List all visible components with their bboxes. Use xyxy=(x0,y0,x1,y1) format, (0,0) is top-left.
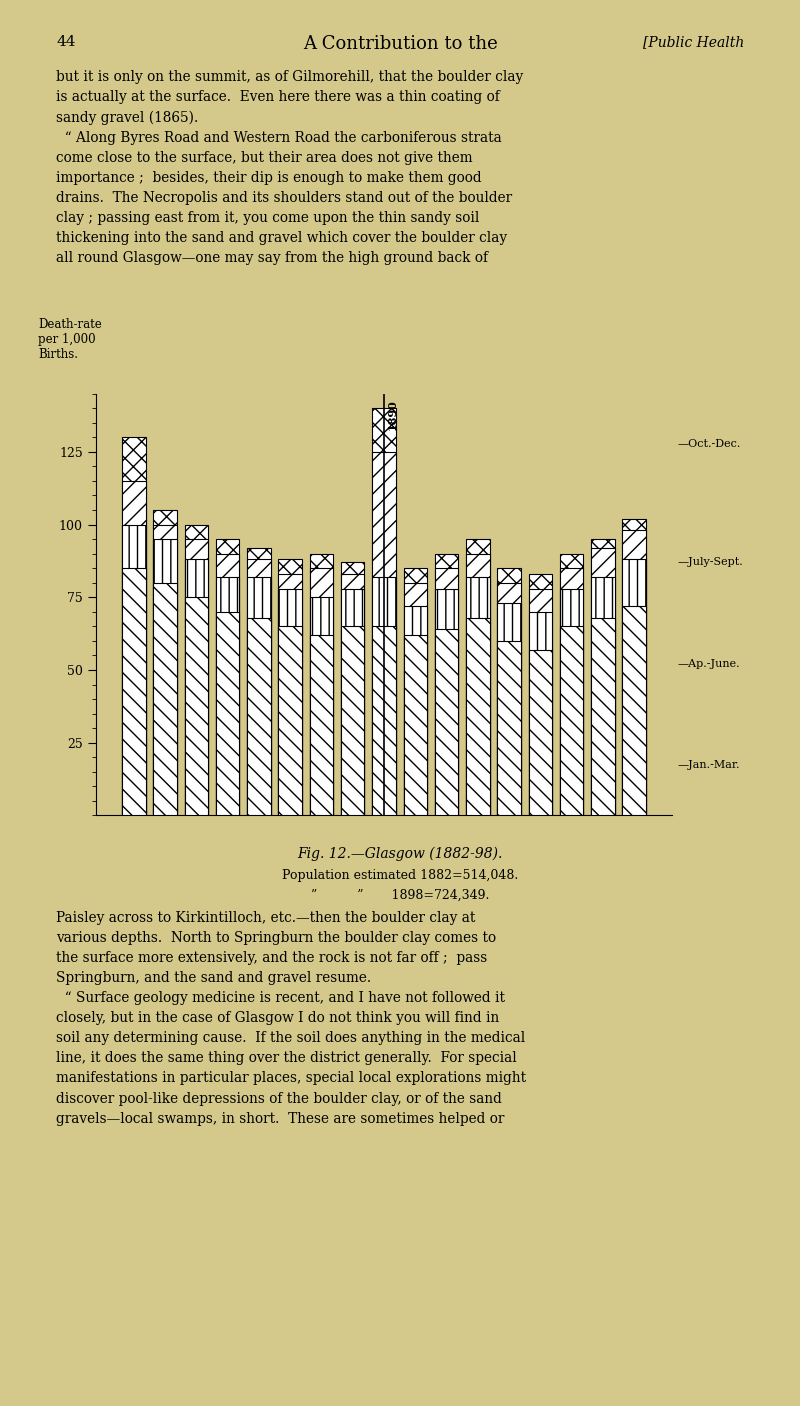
Bar xyxy=(341,589,365,815)
Bar xyxy=(529,574,552,815)
Text: Fig. 12.—Glasgow (1882-98).: Fig. 12.—Glasgow (1882-98). xyxy=(298,846,502,860)
Bar xyxy=(247,617,270,815)
Bar xyxy=(435,630,458,815)
Bar xyxy=(154,524,177,815)
Bar xyxy=(403,606,427,815)
Text: —Jan.-Mar.: —Jan.-Mar. xyxy=(678,759,740,770)
Text: 1890: 1890 xyxy=(386,399,398,430)
Bar xyxy=(372,451,396,815)
Bar xyxy=(435,568,458,815)
Bar xyxy=(591,576,614,815)
Bar xyxy=(278,589,302,815)
Bar xyxy=(185,524,208,815)
Text: A Contribution to the: A Contribution to the xyxy=(302,35,498,53)
Bar xyxy=(341,574,365,815)
Bar xyxy=(435,554,458,815)
Bar xyxy=(216,576,239,815)
Bar xyxy=(529,650,552,815)
Bar xyxy=(560,554,583,815)
Text: —Oct.-Dec.: —Oct.-Dec. xyxy=(678,439,741,450)
Bar xyxy=(185,538,208,815)
Bar xyxy=(622,606,646,815)
Bar xyxy=(341,627,365,815)
Bar xyxy=(498,603,521,815)
Text: but it is only on the summit, as of Gilmorehill, that the boulder clay
is actual: but it is only on the summit, as of Gilm… xyxy=(56,70,523,266)
Bar xyxy=(498,641,521,815)
Bar xyxy=(154,538,177,815)
Bar xyxy=(372,576,396,815)
Bar xyxy=(185,560,208,815)
Bar xyxy=(622,560,646,815)
Bar xyxy=(278,560,302,815)
Bar xyxy=(372,627,396,815)
Text: Paisley across to Kirkintilloch, etc.—then the boulder clay at
various depths.  : Paisley across to Kirkintilloch, etc.—th… xyxy=(56,911,526,1126)
Bar xyxy=(622,519,646,815)
Bar xyxy=(622,530,646,815)
Bar xyxy=(247,576,270,815)
Bar xyxy=(122,524,146,815)
Text: Death-rate
per 1,000
Births.: Death-rate per 1,000 Births. xyxy=(38,318,102,361)
Text: —July-Sept.: —July-Sept. xyxy=(678,557,743,568)
Bar xyxy=(466,538,490,815)
Bar xyxy=(403,582,427,815)
Bar xyxy=(310,554,333,815)
Text: 44: 44 xyxy=(56,35,75,49)
Bar xyxy=(154,510,177,815)
Bar xyxy=(310,636,333,815)
Bar xyxy=(122,437,146,815)
Bar xyxy=(216,554,239,815)
Bar xyxy=(529,589,552,815)
Bar xyxy=(435,589,458,815)
Bar xyxy=(122,568,146,815)
Bar xyxy=(591,538,614,815)
Text: [Public Health: [Public Health xyxy=(642,35,744,49)
Bar xyxy=(560,627,583,815)
Text: —Ap.-June.: —Ap.-June. xyxy=(678,658,740,669)
Bar xyxy=(466,617,490,815)
Bar xyxy=(310,568,333,815)
Bar xyxy=(247,560,270,815)
Bar xyxy=(466,576,490,815)
Bar xyxy=(498,568,521,815)
Bar xyxy=(310,598,333,815)
Bar xyxy=(529,612,552,815)
Bar xyxy=(372,408,396,815)
Bar xyxy=(247,548,270,815)
Bar xyxy=(185,598,208,815)
Bar xyxy=(498,582,521,815)
Bar xyxy=(560,568,583,815)
Bar xyxy=(591,617,614,815)
Bar xyxy=(403,636,427,815)
Bar xyxy=(154,582,177,815)
Bar xyxy=(560,589,583,815)
Bar xyxy=(122,481,146,815)
Bar xyxy=(466,554,490,815)
Bar xyxy=(278,574,302,815)
Bar xyxy=(216,612,239,815)
Text: Population estimated 1882=514,048.: Population estimated 1882=514,048. xyxy=(282,869,518,882)
Text: ”          ”       1898=724,349.: ” ” 1898=724,349. xyxy=(311,889,489,901)
Bar xyxy=(216,538,239,815)
Bar xyxy=(341,562,365,815)
Bar xyxy=(278,627,302,815)
Bar xyxy=(591,548,614,815)
Bar xyxy=(403,568,427,815)
